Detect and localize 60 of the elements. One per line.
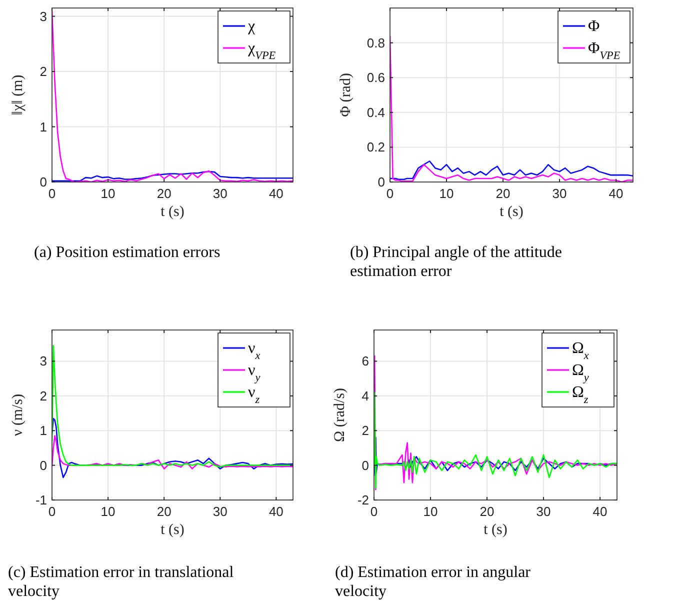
y-tick-label: 0.8 <box>366 35 385 50</box>
x-tick-label: 10 <box>100 504 116 519</box>
legend-label: Ω$_{z}$ <box>572 384 589 406</box>
y-tick-label: 3 <box>40 354 47 369</box>
x-axis-title: t (s) <box>484 522 508 538</box>
legend-label: χ <box>247 18 256 35</box>
y-tick-label: -2 <box>357 492 369 508</box>
text: (b) Principal angle of the attitude estimation error <box>350 244 562 280</box>
legend-label: ν$_{y}$ <box>248 362 260 384</box>
y-tick-label: 2 <box>40 64 47 80</box>
y-tick-label: 0.6 <box>366 70 385 86</box>
y-axis-title: Φ (rad) <box>338 73 354 117</box>
x-axis-title: t (s) <box>500 204 524 220</box>
y-axis-title: Ω (rad/s) <box>332 388 348 442</box>
y-tick-label: -1 <box>35 492 47 508</box>
y-tick-label: 0.2 <box>366 140 385 155</box>
line-series <box>52 170 293 182</box>
y-tick-label: 2 <box>40 388 47 404</box>
y-tick-label: 1 <box>40 423 47 438</box>
x-tick-label: 40 <box>608 186 624 201</box>
x-tick-label: 20 <box>156 504 172 519</box>
y-tick-label: 3 <box>40 8 47 24</box>
y-tick-label: 4 <box>362 388 369 404</box>
x-tick-label: 40 <box>268 186 284 201</box>
x-tick-label: 40 <box>592 504 608 519</box>
x-tick-label: 10 <box>439 186 454 201</box>
legend-label: Φ$_{VPE}$ <box>588 40 620 62</box>
x-tick-label: 10 <box>423 504 438 519</box>
y-tick-label: 2 <box>362 423 369 438</box>
line-series <box>52 344 293 468</box>
x-axis-title: t (s) <box>160 204 184 220</box>
legend-label: χ$_{VPE}$ <box>247 40 276 62</box>
x-tick-label: 30 <box>536 504 551 519</box>
legend-label: ν$_{x}$ <box>248 340 260 362</box>
x-tick-label: 20 <box>480 504 494 519</box>
x-tick-label: 10 <box>100 186 116 201</box>
line-series <box>52 435 293 470</box>
y-tick-label: 0 <box>40 458 47 473</box>
y-tick-label: 0 <box>378 174 385 190</box>
x-tick-label: 30 <box>212 186 228 201</box>
legend-label: Φ <box>588 18 600 35</box>
y-axis-title: ‖χ‖ (m) <box>10 74 26 116</box>
text: (c) Estimation error in translational velocity <box>8 564 234 600</box>
legend-label: Ω$_{x}$ <box>572 340 589 362</box>
y-tick-label: 1 <box>40 119 47 134</box>
x-tick-label: 20 <box>156 186 172 201</box>
y-tick-label: 6 <box>362 354 369 369</box>
y-tick-label: 0 <box>362 458 369 473</box>
text: (d) Estimation error in angular velocity <box>335 564 532 600</box>
x-axis-title: t (s) <box>160 522 184 538</box>
x-tick-label: 30 <box>552 186 567 201</box>
x-tick-label: 40 <box>268 504 284 519</box>
text: (a) Position estimation errors <box>34 244 220 261</box>
y-axis-title: ν (m/s) <box>10 394 26 436</box>
legend-label: ν$_{z}$ <box>248 384 260 406</box>
y-tick-label: 0.4 <box>366 104 385 120</box>
x-tick-label: 30 <box>212 504 228 519</box>
legend-label: Ω$_{y}$ <box>572 362 589 384</box>
x-tick-label: 20 <box>496 186 510 201</box>
y-tick-label: 0 <box>40 174 47 190</box>
